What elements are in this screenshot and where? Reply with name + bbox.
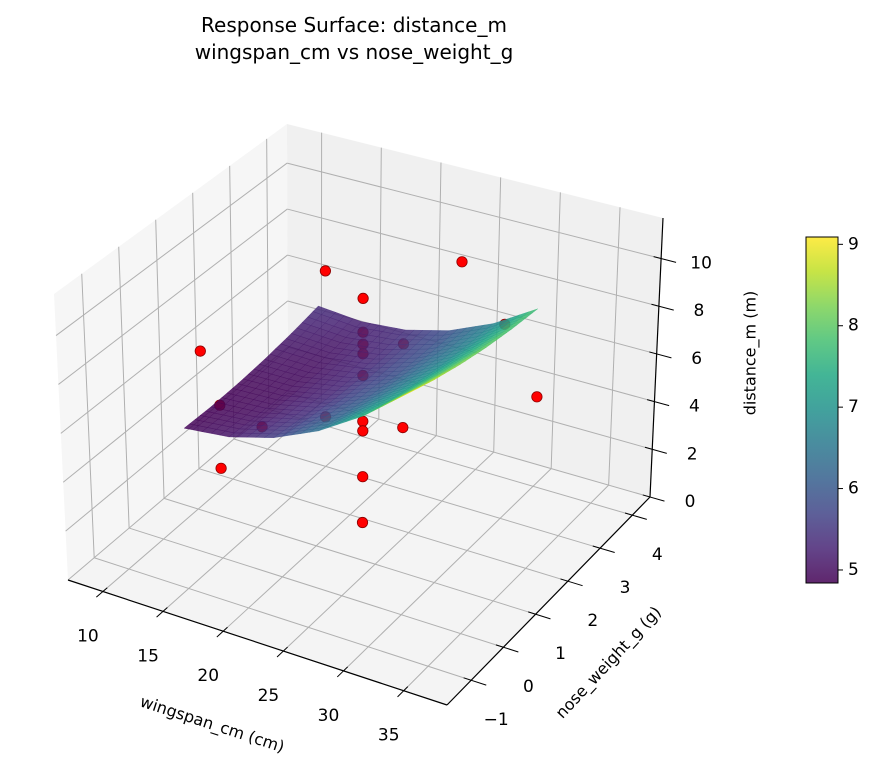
x-axis-line — [67, 579, 448, 706]
colorbar: 5 6 7 8 9 — [805, 234, 859, 584]
gridline-y-floor — [94, 557, 472, 681]
scatter-point — [357, 425, 369, 437]
z-axis-label: distance_m (m) — [741, 291, 761, 416]
y-tick-label: 4 — [652, 545, 663, 565]
scatter-point — [319, 265, 331, 277]
z-axis-line — [649, 217, 664, 498]
z-tick-label: 4 — [689, 397, 700, 417]
x-tick-mark — [336, 666, 349, 678]
y-tick-label: 2 — [587, 611, 598, 631]
x-tick-label: 35 — [378, 726, 400, 746]
y-tick-label: 3 — [620, 578, 631, 598]
surface-patch — [400, 389, 415, 398]
z-tick-mark — [644, 446, 667, 454]
colorbar-tick-label: 7 — [848, 397, 859, 417]
gridline-y-left — [118, 246, 130, 529]
tick-labels: 10 15 20 25 30 35 −1 0 1 2 3 4 0 2 4 6 8 10 — [77, 254, 712, 746]
z-tick-label: 8 — [693, 301, 704, 321]
z-tick-label: 10 — [690, 254, 712, 274]
gridline-z-left — [62, 300, 288, 483]
y-tick-mark — [463, 677, 487, 686]
y-axis-label: nose_weight_g (g) — [552, 602, 666, 722]
colorbar-gradient — [806, 237, 838, 583]
z-tick-mark — [642, 494, 665, 502]
gridline-z-back — [287, 254, 657, 355]
y-tick-label: −1 — [484, 710, 509, 730]
axis-lines — [67, 217, 677, 706]
x-tick-label: 10 — [77, 627, 99, 647]
z-tick-mark — [646, 399, 670, 407]
gridline-y-floor — [163, 497, 536, 615]
x-tick-mark — [96, 587, 108, 598]
y-tick-mark — [528, 611, 551, 620]
scatter-point — [357, 415, 369, 427]
x-tick-label: 20 — [197, 666, 219, 686]
z-tick-label: 2 — [687, 444, 698, 464]
z-tick-label: 6 — [691, 349, 702, 369]
colorbar-ticks: 5 6 7 8 9 — [838, 234, 859, 580]
x-tick-label: 25 — [258, 686, 280, 706]
gridline-z-back — [287, 208, 660, 307]
y-tick-label: 1 — [555, 644, 566, 664]
z-tick-mark — [651, 303, 674, 311]
gridline-x-back — [608, 207, 621, 486]
gridline-x-back — [435, 162, 442, 436]
x-tick-mark — [276, 646, 288, 658]
scatter-point — [357, 292, 369, 304]
scatter-point — [397, 421, 409, 434]
colorbar-tick-label: 9 — [848, 234, 859, 254]
colorbar-tick-label: 5 — [848, 560, 859, 580]
y-axis-line — [446, 496, 651, 706]
gridline-z-left — [58, 208, 288, 385]
left-pane — [54, 124, 288, 580]
gridline-x-floor — [162, 418, 380, 612]
gridline-y-floor — [233, 438, 601, 549]
y-tick-mark — [560, 578, 583, 587]
gridline-y-left — [81, 273, 95, 558]
gridline-x-floor — [222, 435, 437, 632]
z-tick-label: 0 — [685, 492, 696, 512]
x-tick-label: 15 — [137, 646, 159, 666]
scatter-point — [356, 516, 369, 529]
gridline-y-floor — [128, 527, 504, 648]
response-surface — [183, 305, 538, 438]
scatter-point — [194, 345, 206, 357]
colorbar-tick-label: 8 — [848, 316, 859, 336]
x-tick-mark — [156, 607, 168, 618]
scatter-point — [357, 471, 369, 483]
gridline-x-back — [550, 192, 561, 469]
gridline-x-back — [493, 177, 502, 453]
gridline-x-floor — [283, 451, 495, 652]
y-tick-mark — [495, 644, 519, 653]
chart-title-line1: Response Surface: distance_m — [201, 13, 507, 37]
colorbar-frame — [805, 236, 839, 584]
gridline-x-floor — [403, 484, 609, 692]
y-tick-mark — [624, 512, 647, 520]
colorbar-tick-label: 6 — [848, 479, 859, 499]
gridline-z-left — [60, 254, 288, 434]
gridline-x-floor — [343, 468, 552, 672]
floor-pane — [68, 393, 650, 705]
z-tick-mark — [649, 351, 672, 359]
scatter-point — [456, 256, 468, 268]
x-tick-label: 30 — [318, 706, 340, 726]
chart-title-line2: wingspan_cm vs nose_weight_g — [195, 40, 514, 64]
scatter-point — [531, 391, 543, 403]
gridline-z-back — [287, 162, 662, 260]
scatter-point — [215, 462, 227, 474]
gridline-y-floor — [198, 468, 568, 582]
y-tick-label: 0 — [523, 677, 534, 697]
gridline-z-left — [55, 162, 288, 336]
gridline-y-left — [155, 219, 165, 499]
y-tick-mark — [592, 545, 615, 554]
z-tick-mark — [653, 256, 677, 263]
x-tick-mark — [216, 626, 228, 638]
x-tick-mark — [397, 686, 409, 698]
